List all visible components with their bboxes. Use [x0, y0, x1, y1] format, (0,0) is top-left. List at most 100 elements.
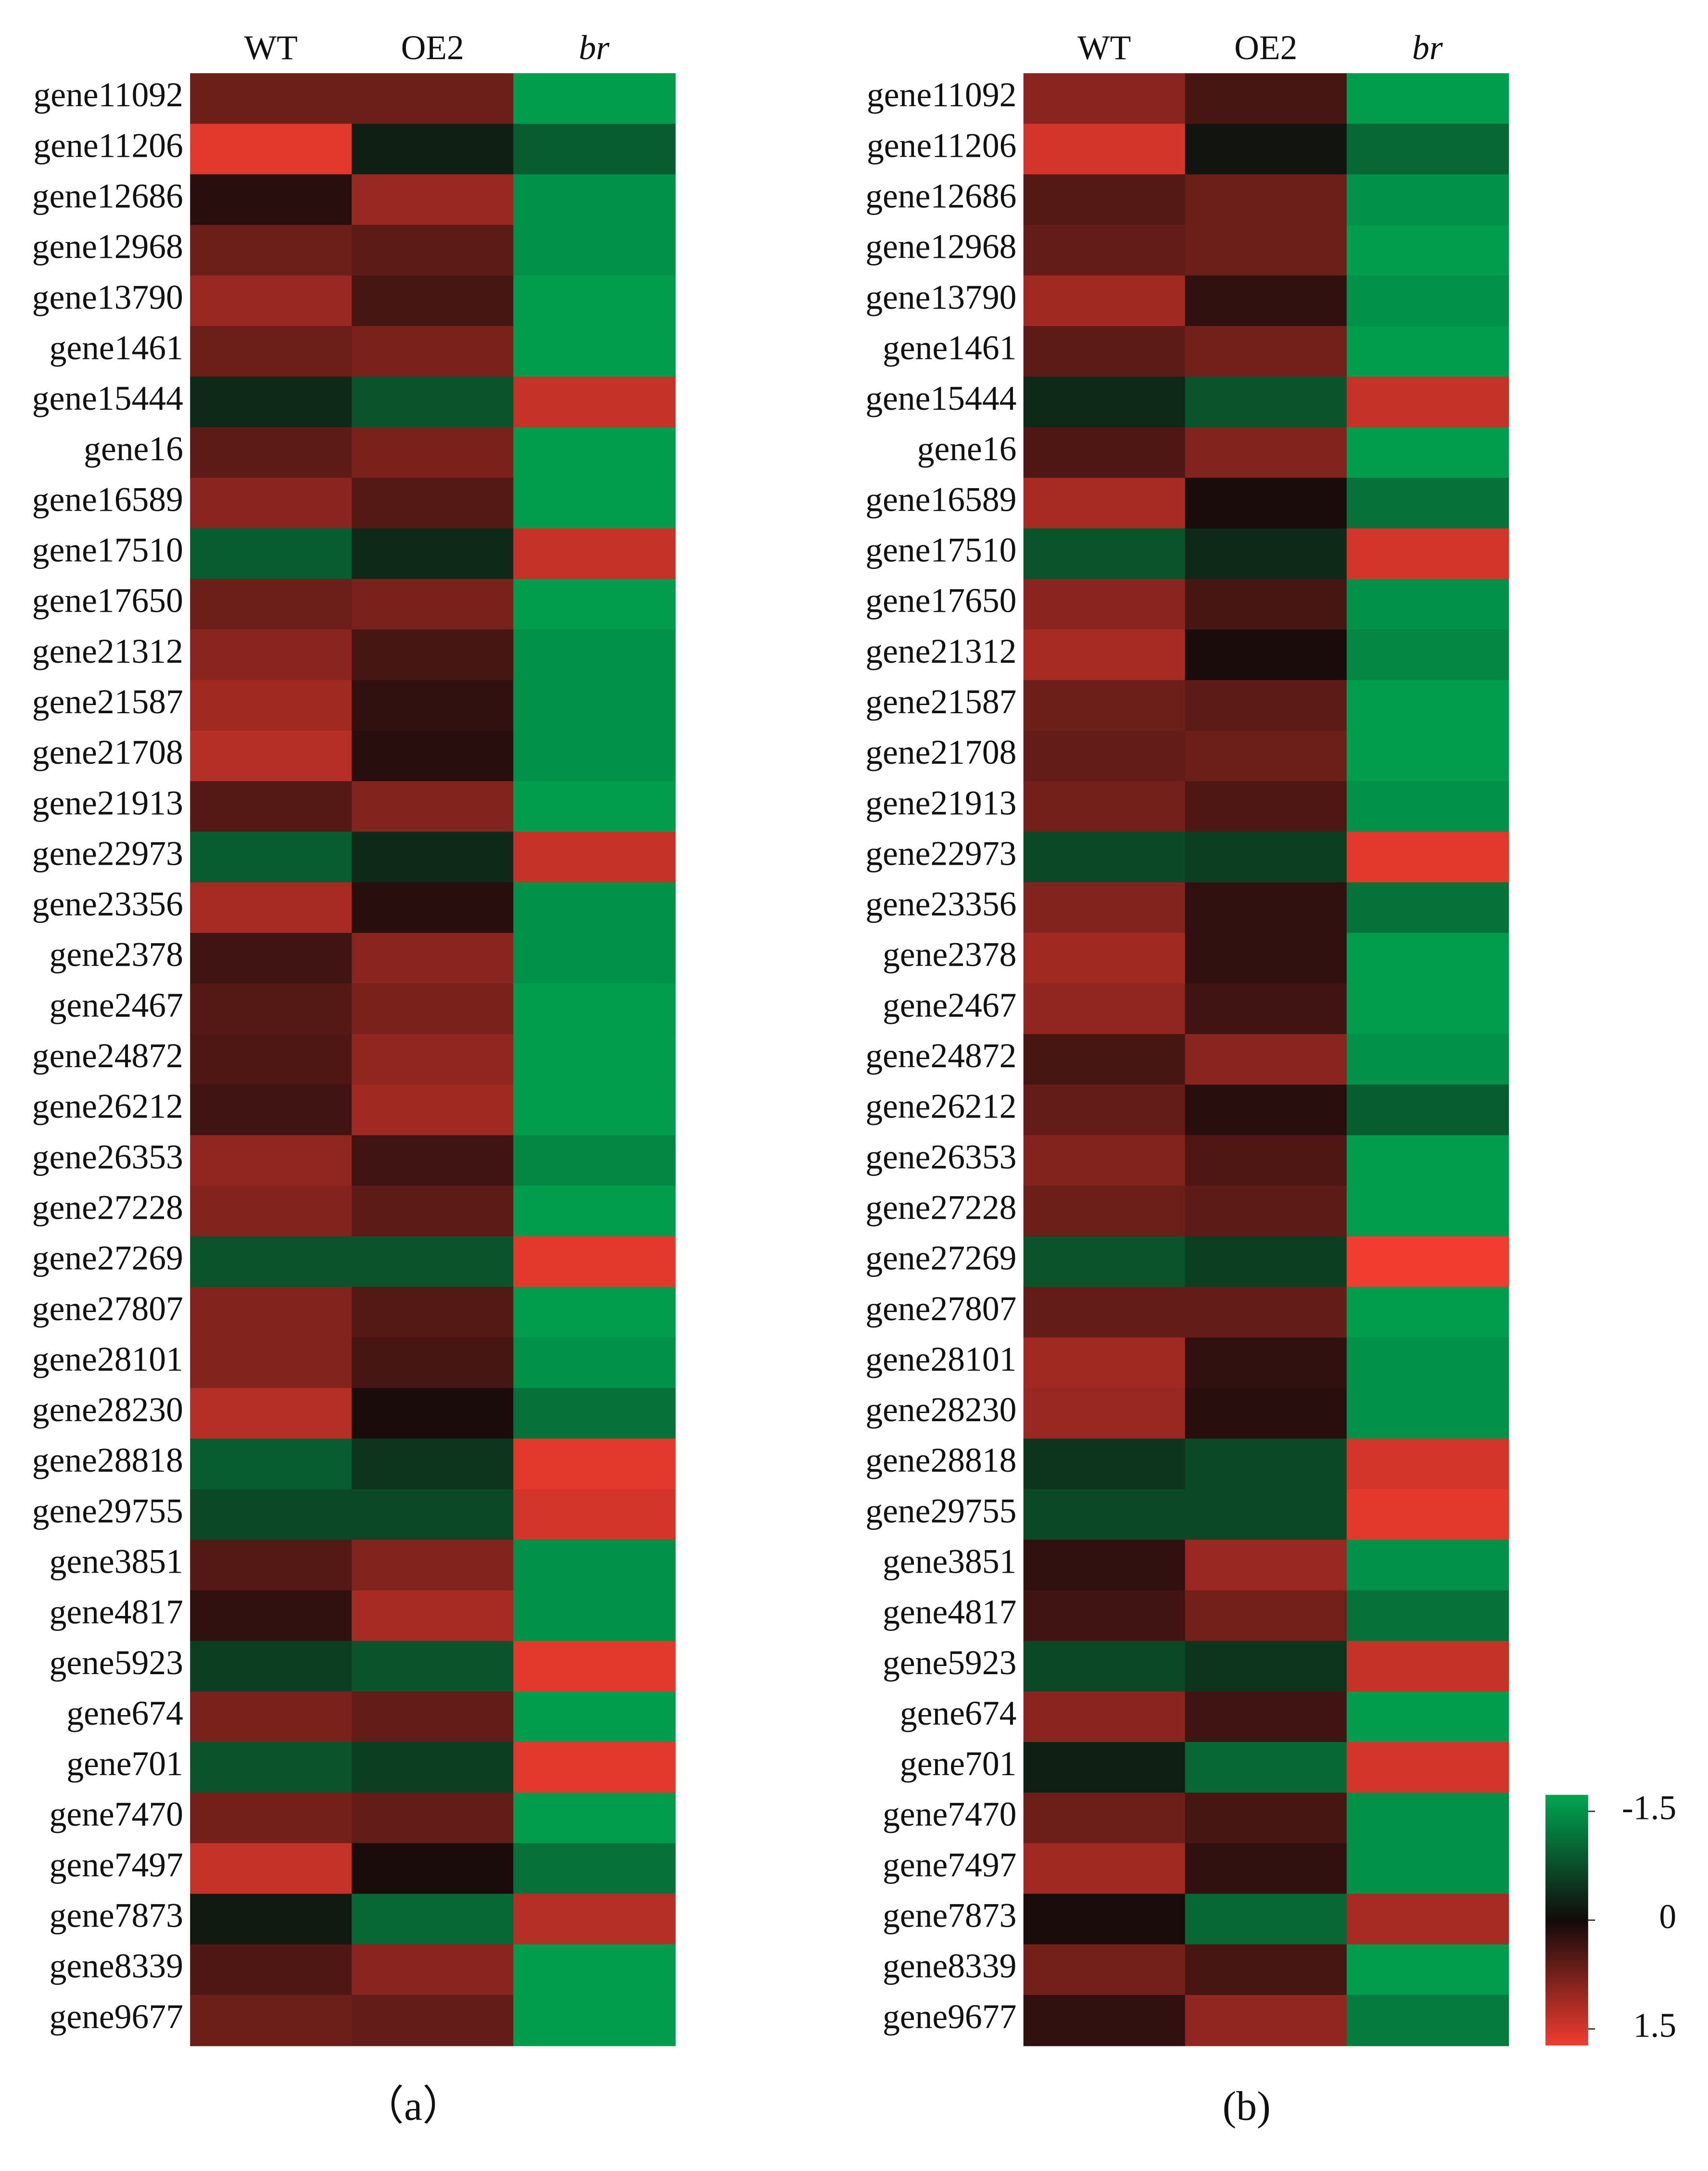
row-label: gene21312: [865, 632, 1016, 670]
heatmap-cell: [1346, 629, 1509, 681]
row-label: gene26212: [32, 1087, 183, 1125]
heatmap-cell: [1185, 882, 1348, 934]
heatmap-cell: [190, 1742, 353, 1793]
row-label: gene3851: [50, 1543, 183, 1581]
heatmap-cell: [513, 225, 676, 277]
heatmap-cell: [513, 1843, 676, 1894]
heatmap-cell: [1185, 1994, 1348, 2046]
heatmap-cell: [190, 1085, 353, 1136]
heatmap-cell: [352, 882, 514, 934]
heatmap-cell: [513, 275, 676, 327]
row-label: gene11092: [33, 76, 183, 114]
heatmap-cell: [352, 1034, 514, 1086]
heatmap-cell: [190, 1388, 353, 1439]
heatmap-cell: [352, 1994, 514, 2046]
row-label: gene7873: [50, 1897, 183, 1935]
heatmap-cell: [190, 731, 353, 782]
heatmap-cell: [513, 1236, 676, 1288]
heatmap-cell: [1346, 983, 1509, 1035]
panel-label: （a）: [363, 2083, 464, 2129]
row-label: gene16: [84, 430, 183, 468]
heatmap-cell: [1023, 680, 1186, 732]
column-label: WT: [244, 29, 298, 67]
heatmap-cell: [1185, 1135, 1348, 1186]
heatmap-cell: [1346, 1944, 1509, 1996]
row-label: gene26353: [865, 1138, 1016, 1176]
heatmap-cell: [513, 933, 676, 985]
heatmap-cell: [352, 1792, 514, 1844]
heatmap-cell: [1023, 478, 1186, 529]
heatmap-cell: [1346, 73, 1509, 125]
heatmap-cell: [1023, 832, 1186, 883]
row-label: gene11092: [867, 76, 1016, 114]
heatmap-cell: [1185, 1034, 1348, 1086]
heatmap-cell: [190, 1540, 353, 1591]
heatmap-cell: [352, 1439, 514, 1490]
heatmap-cell: [1023, 781, 1186, 833]
heatmap-cell: [352, 1236, 514, 1288]
heatmap-cell: [1346, 1337, 1509, 1389]
heatmap-cell: [1346, 225, 1509, 277]
heatmap-cell: [190, 1489, 353, 1540]
row-label: gene22973: [32, 834, 183, 872]
heatmap-cell: [1023, 983, 1186, 1035]
heatmap-cell: [1023, 1085, 1186, 1136]
heatmap-cell: [1023, 73, 1186, 125]
heatmap-cell: [1185, 1893, 1348, 1945]
heatmap-cell: [1023, 1236, 1186, 1288]
heatmap-cell: [1023, 1944, 1186, 1996]
column-label: br: [1412, 29, 1443, 67]
heatmap-cell: [1023, 124, 1186, 175]
heatmap-cell: [1023, 1287, 1186, 1338]
heatmap-cell: [1346, 326, 1509, 378]
row-label: gene13790: [865, 278, 1016, 316]
heatmap-cell: [352, 427, 514, 479]
heatmap-cell: [1023, 1337, 1186, 1389]
row-label: gene9677: [883, 1998, 1016, 2036]
heatmap-cell: [1023, 275, 1186, 327]
heatmap-cell: [1346, 1135, 1509, 1186]
row-label: gene5923: [883, 1644, 1016, 1682]
heatmap-cell: [1185, 1944, 1348, 1996]
row-label: gene2378: [50, 936, 183, 974]
heatmap-cell: [1185, 579, 1348, 631]
heatmap-cell: [513, 1489, 676, 1540]
heatmap-cell: [1346, 1540, 1509, 1591]
row-label: gene2467: [50, 986, 183, 1024]
heatmap-cell: [1023, 1742, 1186, 1793]
heatmap-cell: [1023, 1691, 1186, 1743]
row-label: gene1461: [883, 329, 1016, 367]
heatmap-cell: [513, 1792, 676, 1844]
colorbar: [1545, 1794, 1588, 2046]
row-label: gene21587: [865, 683, 1016, 721]
heatmap-cell: [513, 1034, 676, 1086]
heatmap-cell: [1346, 1641, 1509, 1692]
heatmap-cell: [1185, 1287, 1348, 1338]
row-label: gene7497: [50, 1846, 183, 1884]
heatmap-cell: [513, 832, 676, 883]
heatmap-cell: [1185, 933, 1348, 985]
row-label: gene17510: [865, 531, 1016, 569]
row-label: gene26353: [32, 1138, 183, 1176]
heatmap-cell: [190, 1691, 353, 1743]
heatmap-cell: [1023, 326, 1186, 378]
panel-label: (b): [1223, 2083, 1271, 2129]
heatmap-cell: [1023, 528, 1186, 580]
heatmap-cell: [1346, 832, 1509, 883]
row-label: gene3851: [883, 1543, 1016, 1581]
heatmap-cell: [1023, 1489, 1186, 1540]
heatmap-cell: [190, 1186, 353, 1237]
heatmap-cell: [190, 1843, 353, 1894]
heatmap-cell: [352, 326, 514, 378]
heatmap-cell: [1346, 275, 1509, 327]
heatmap-cell: [190, 1792, 353, 1844]
heatmap-cell: [352, 73, 514, 125]
heatmap-cell: [352, 1590, 514, 1642]
heatmap-cell: [352, 983, 514, 1035]
heatmap-cell: [1185, 377, 1348, 428]
heatmap-cell: [352, 832, 514, 883]
heatmap-cell: [513, 781, 676, 833]
heatmap-cell: [1346, 1792, 1509, 1844]
heatmap-cell: [1346, 1590, 1509, 1642]
